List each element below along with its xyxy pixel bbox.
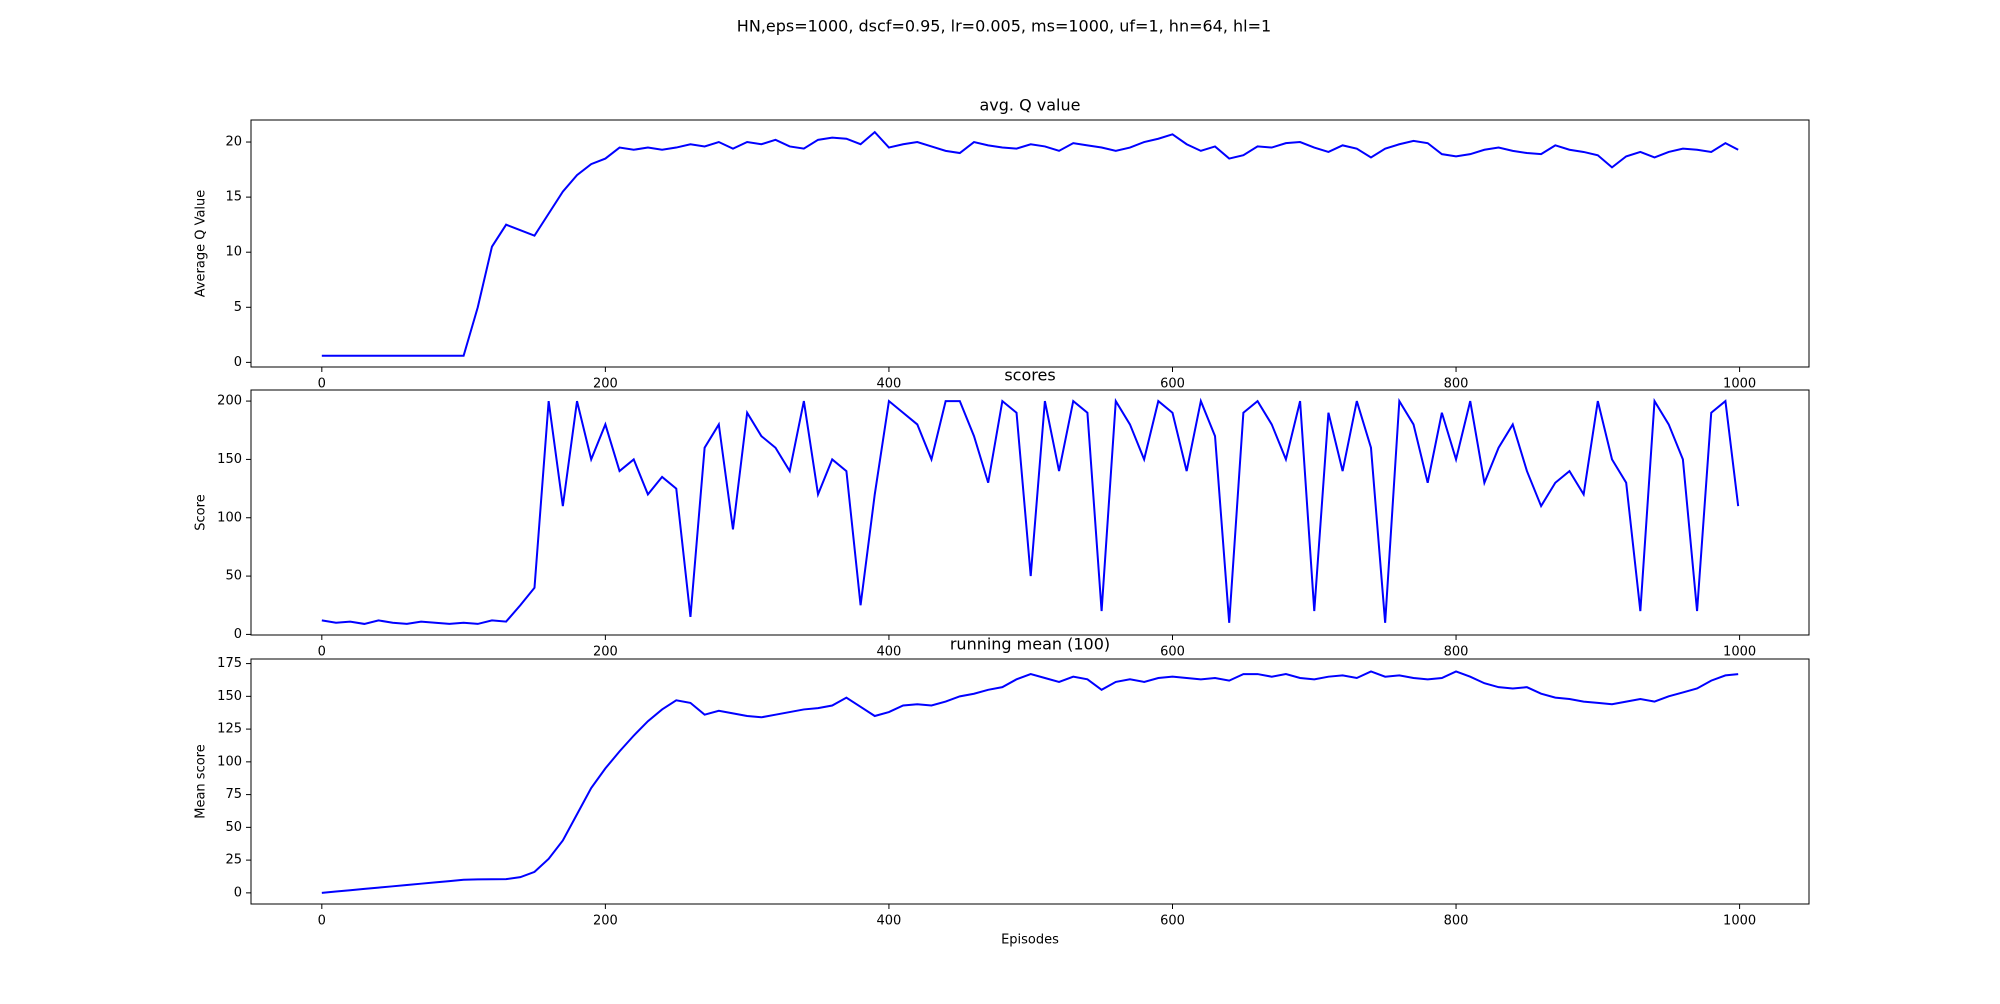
x-tick-label: 1000 [1723,645,1756,660]
x-tick-label: 1000 [1723,377,1756,392]
y-tick-label: 200 [217,394,242,409]
y-tick-label: 5 [234,300,242,315]
y-axis-label: Mean score [194,744,209,818]
x-tick-label: 200 [593,914,618,929]
x-tick-label: 600 [1160,914,1185,929]
axes-title: running mean (100) [950,635,1110,654]
y-tick-label: 50 [225,820,242,835]
y-tick-label: 100 [217,754,242,769]
x-tick-label: 0 [318,377,326,392]
y-tick-label: 125 [217,722,242,737]
y-tick-label: 25 [225,853,242,868]
y-tick-label: 15 [225,190,242,205]
data-line [321,130,1739,357]
y-tick-label: 0 [234,355,242,370]
x-tick-label: 200 [593,377,618,392]
axes-frame [250,658,1810,905]
x-tick-label: 800 [1444,914,1469,929]
axes-title: scores [1004,366,1055,385]
y-tick-label: 150 [217,452,242,467]
y-axis-label: Average Q Value [194,190,209,298]
y-tick-label: 150 [217,689,242,704]
axes-frame [250,389,1810,636]
x-tick-label: 400 [877,377,902,392]
x-tick-label: 600 [1160,645,1185,660]
x-axis-label: Episodes [1001,933,1059,948]
data-line [321,670,1739,894]
x-tick-label: 600 [1160,377,1185,392]
y-axis-label: Score [194,494,209,530]
y-tick-label: 0 [234,885,242,900]
y-tick-label: 100 [217,510,242,525]
x-tick-label: 400 [877,645,902,660]
x-tick-label: 1000 [1723,914,1756,929]
y-tick-label: 50 [225,569,242,584]
axes-frame [250,119,1810,368]
x-tick-label: 200 [593,645,618,660]
y-tick-label: 0 [234,627,242,642]
x-tick-label: 800 [1444,377,1469,392]
y-tick-label: 75 [225,787,242,802]
data-line [321,397,1740,625]
figure-title: HN,eps=1000, dscf=0.95, lr=0.005, ms=100… [737,17,1271,36]
y-tick-label: 10 [225,245,242,260]
x-tick-label: 0 [318,645,326,660]
x-tick-label: 800 [1444,645,1469,660]
x-tick-label: 0 [318,914,326,929]
axes-title: avg. Q value [980,96,1081,115]
y-tick-label: 20 [225,135,242,150]
y-tick-label: 175 [217,656,242,671]
x-tick-label: 400 [877,914,902,929]
